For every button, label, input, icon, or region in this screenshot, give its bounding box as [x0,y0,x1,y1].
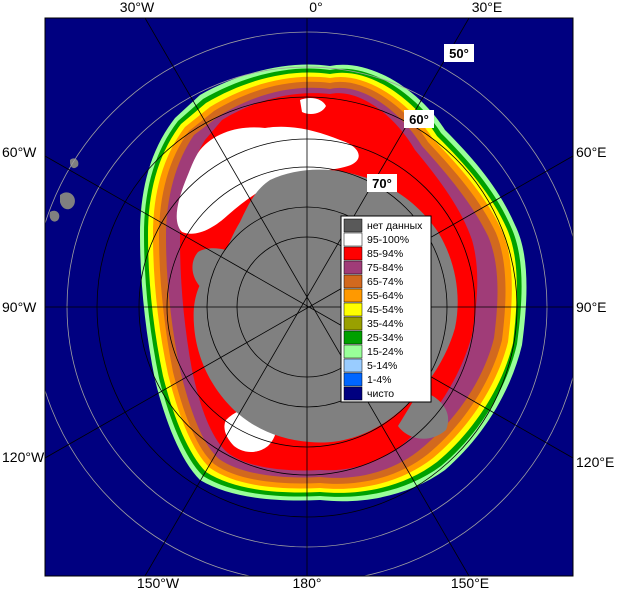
lon-label-right-2: 90°E [576,299,607,315]
legend-label: чисто [367,388,394,400]
map-frame [44,17,574,577]
lon-label-left-2: 90°W [2,299,37,315]
legend-swatch [343,372,363,387]
map-area [45,18,573,576]
lon-label-bottom-1: 150°W [137,575,180,591]
lon-label-top-1: 30°W [120,0,155,15]
legend-label: 15-24% [367,346,403,358]
legend-label: 55-64% [367,290,403,302]
legend-swatch [343,218,363,233]
legend-label: 65-74% [367,276,403,288]
lon-label-right-3: 120°E [576,454,614,470]
lon-label-bottom-2: 180° [293,575,322,591]
legend-label: 75-84% [367,262,403,274]
lon-label-top-2: 0° [309,0,322,15]
legend-swatch [343,260,363,275]
legend-label: 5-14% [367,360,397,372]
legend-swatch [343,232,363,247]
legend-label: 45-54% [367,304,403,316]
legend-label: 25-34% [367,332,403,344]
lat-label-70: 70° [367,174,397,192]
lon-label-top-3: 30°E [472,0,503,15]
legend-swatch [343,302,363,317]
svg-text:50°: 50° [449,46,469,61]
legend-swatch [343,330,363,345]
legend-label: 1-4% [367,374,392,386]
legend-swatch [343,386,363,401]
legend-label: 35-44% [367,318,403,330]
lat-label-60: 60° [404,110,434,128]
lat-label-50: 50° [444,44,474,62]
legend-label: нет данных [367,220,423,232]
legend: нет данных 95-100% 85-94% 75-84% 65-74% 55-64… [340,215,432,403]
legend-swatch [343,246,363,261]
legend-label: 85-94% [367,248,403,260]
south-america [49,158,79,222]
legend-label: 95-100% [367,234,409,246]
legend-swatch [343,316,363,331]
svg-text:60°: 60° [409,112,429,127]
legend-swatch [343,344,363,359]
lon-label-left-3: 120°W [2,449,45,465]
lon-label-left-1: 60°W [2,144,37,160]
legend-swatch [343,274,363,289]
lon-label-bottom-3: 150°E [451,575,489,591]
svg-text:70°: 70° [372,176,392,191]
graticule [45,18,573,576]
legend-swatch [343,288,363,303]
legend-swatch [343,358,363,373]
lon-label-right-1: 60°E [576,144,607,160]
